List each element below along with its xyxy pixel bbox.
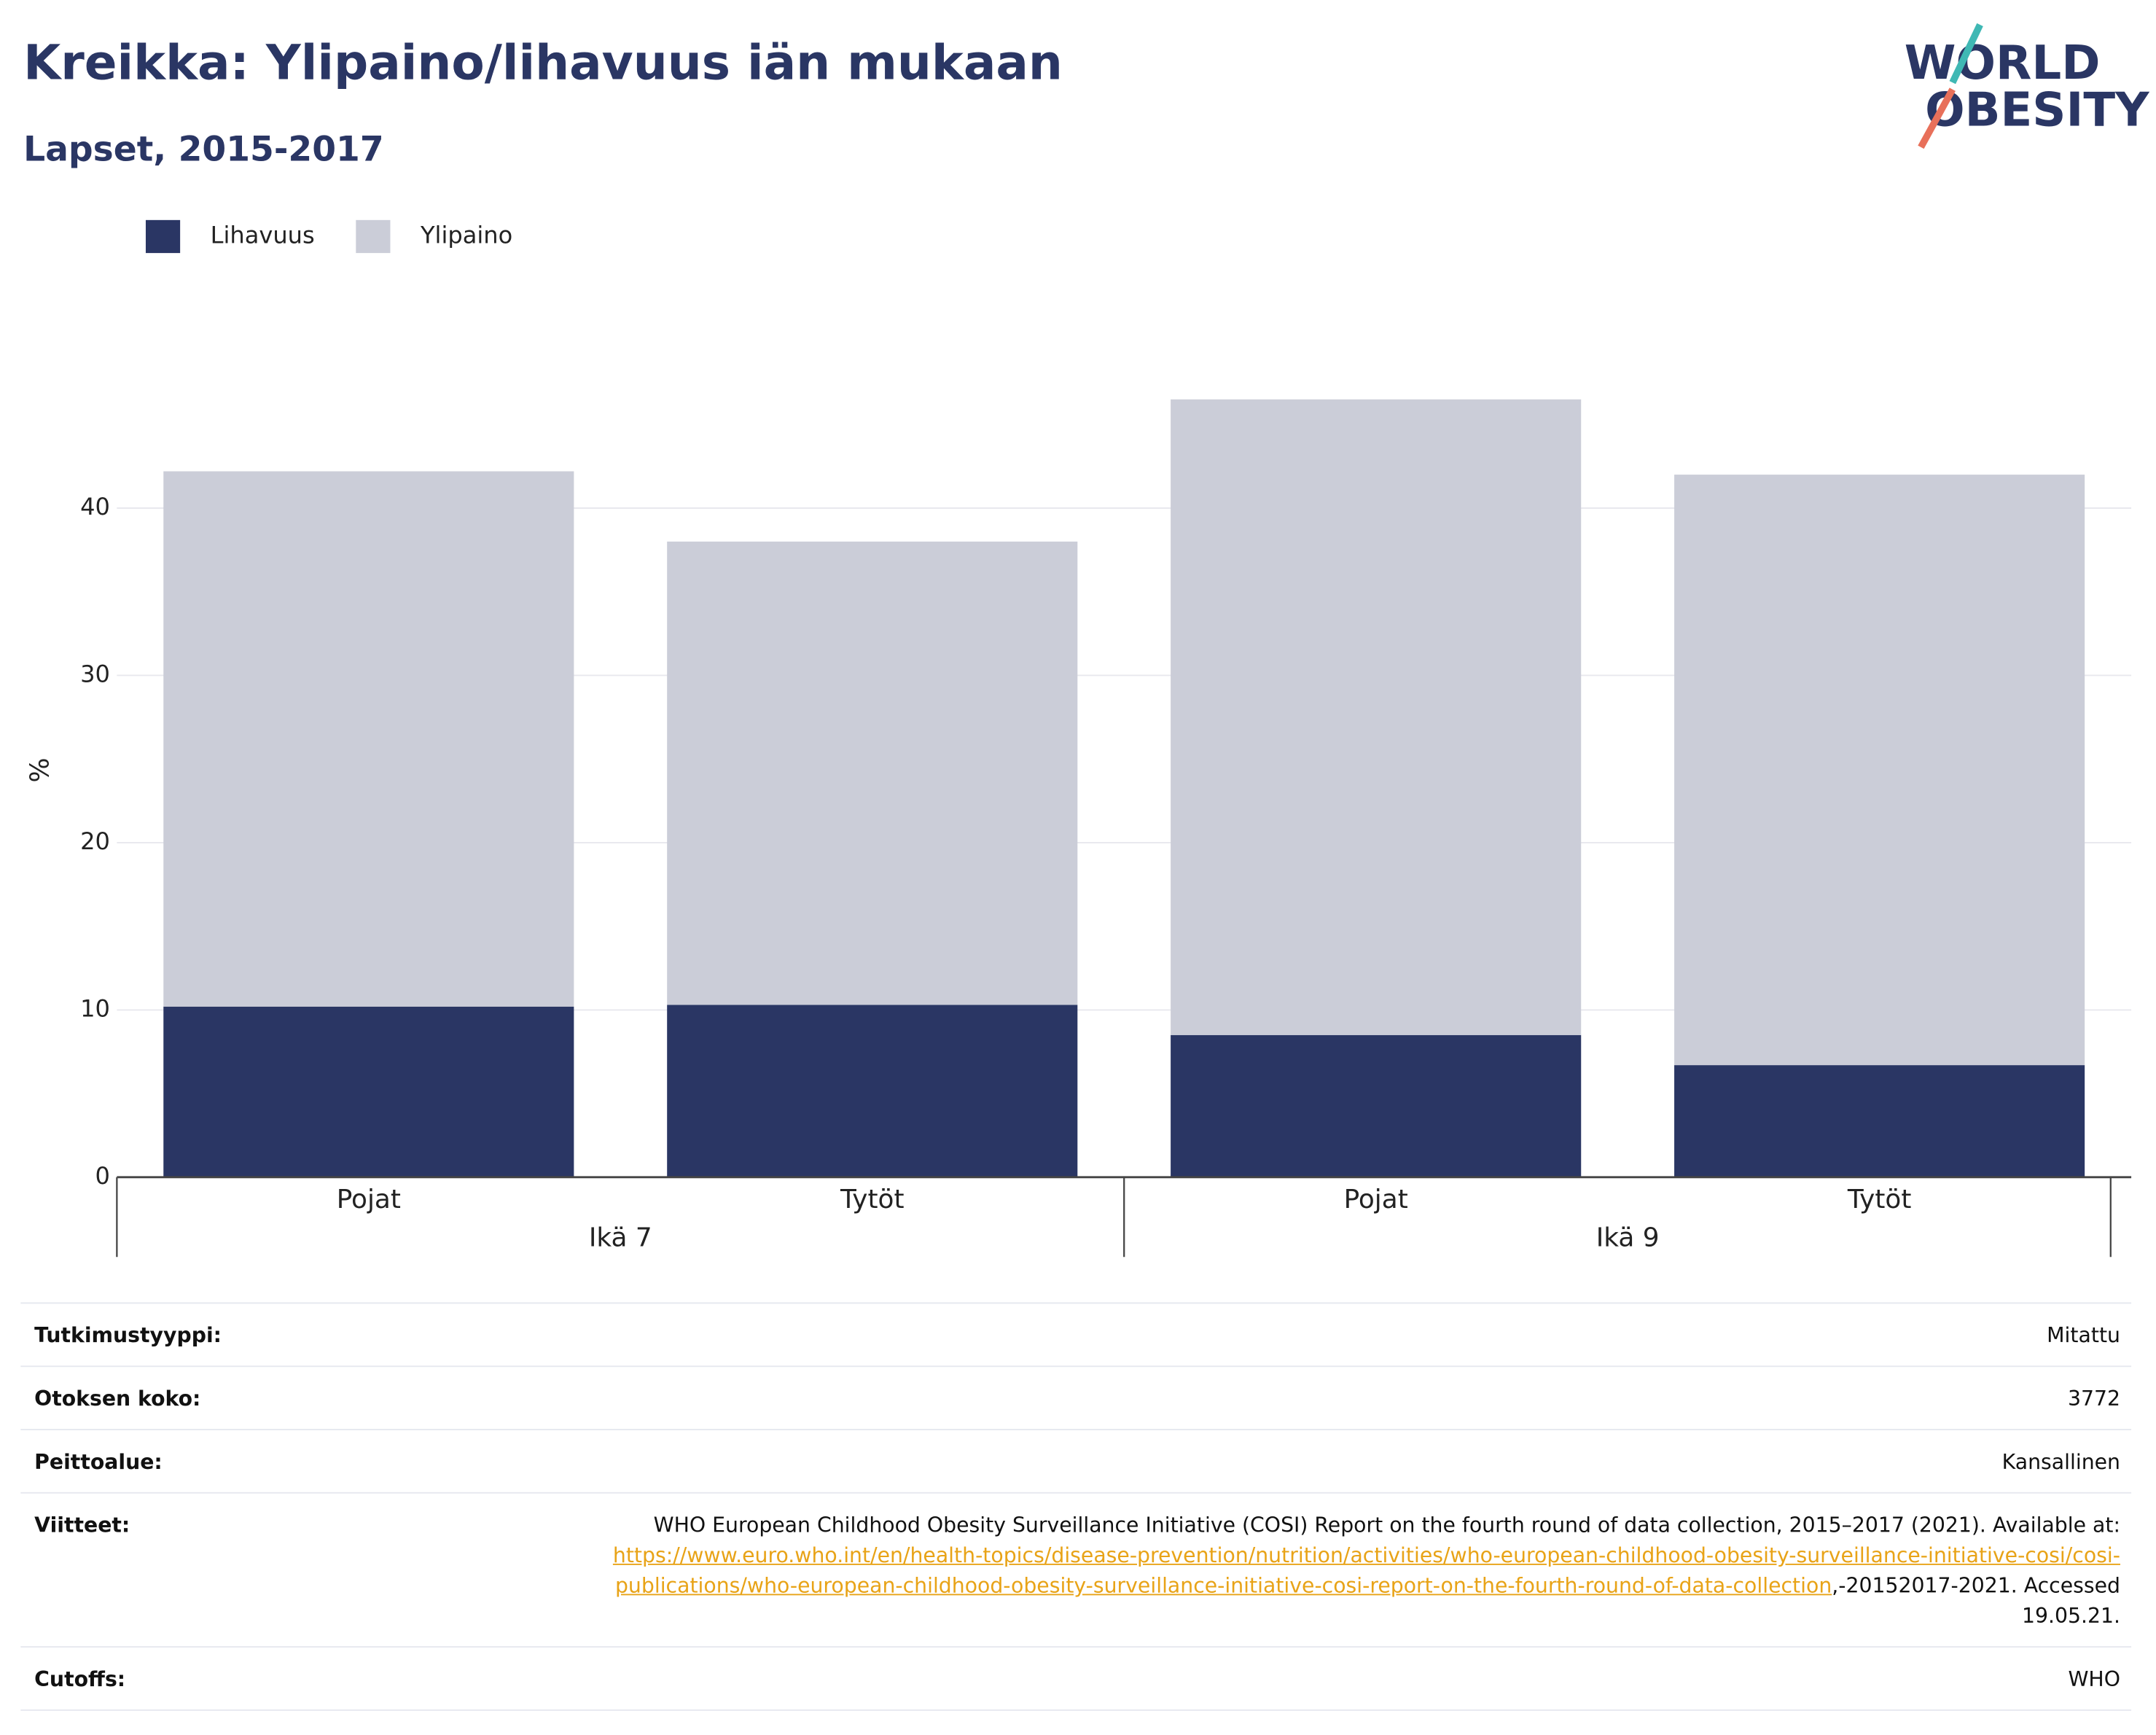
bar-segment — [1171, 1034, 1582, 1177]
value-text: Mitattu — [2047, 1322, 2120, 1348]
row-label: Tutkimustyyppi: — [34, 1322, 222, 1348]
bar-segment — [163, 471, 574, 1007]
y-tick-label: 0 — [95, 1162, 110, 1190]
legend-label: Ylipaino — [420, 221, 512, 249]
y-tick-label: 20 — [80, 827, 110, 855]
logo-slash — [1918, 87, 1956, 149]
bar-segment — [1674, 475, 2085, 1066]
bar-segment — [163, 1006, 574, 1177]
x-tick-label: Pojat — [337, 1185, 401, 1214]
y-tick-label: 40 — [80, 493, 110, 520]
row-value: 3772 — [2068, 1384, 2120, 1414]
row-label: Viitteet: — [34, 1513, 130, 1538]
y-tick-label: 10 — [80, 994, 110, 1022]
value-text: ,-20152017-2021. Accessed 19.05.21. — [1832, 1573, 2120, 1629]
row-label: Otoksen koko: — [34, 1386, 201, 1411]
table-row: Tutkimustyyppi: Mitattu — [20, 1303, 2132, 1368]
legend-swatch — [356, 219, 391, 254]
bar-segment — [667, 541, 1078, 1005]
table-row: Peittoalue: Kansallinen — [20, 1430, 2132, 1494]
table-row: Otoksen koko: 3772 — [20, 1367, 2132, 1430]
x-tick-label: Tytöt — [1847, 1185, 1912, 1214]
row-value: Mitattu — [2047, 1320, 2120, 1351]
row-value: WHO European Childhood Obesity Surveilla… — [594, 1510, 2120, 1631]
legend-label: Lihavuus — [211, 221, 315, 249]
chart: Kreikka: Ylipaino/lihavuus iän mukaan La… — [23, 23, 2150, 1258]
value-text: WHO European Childhood Obesity Surveilla… — [653, 1513, 2120, 1538]
row-label: Cutoffs: — [34, 1666, 126, 1692]
x-group-label: Ikä 9 — [1596, 1223, 1660, 1253]
info-table: Tutkimustyyppi: Mitattu Otoksen koko: 3772 P… — [20, 1302, 2132, 1711]
row-label: Peittoalue: — [34, 1449, 163, 1475]
logo-slash — [1949, 23, 1983, 85]
y-tick-label: 30 — [80, 660, 110, 687]
table-row: Viitteet: WHO European Childhood Obesity … — [20, 1494, 2132, 1648]
bar-segment — [1171, 399, 1582, 1035]
row-value: Kansallinen — [2002, 1447, 2120, 1478]
table-row: Cutoffs: WHO — [20, 1648, 2132, 1711]
logo-text: WORLD — [1905, 36, 2101, 90]
value-text: Kansallinen — [2001, 1449, 2120, 1475]
x-tick-label: Pojat — [1344, 1185, 1408, 1214]
x-tick-label: Tytöt — [840, 1185, 905, 1214]
value-text: 3772 — [2067, 1386, 2120, 1411]
y-axis-label: % — [26, 757, 55, 782]
legend-swatch — [145, 219, 181, 254]
chart-title: Kreikka: Ylipaino/lihavuus iän mukaan — [23, 35, 1063, 91]
logo-text: OBESITY — [1925, 82, 2150, 137]
value-text: WHO — [2068, 1666, 2120, 1692]
chart-subtitle: Lapset, 2015-2017 — [23, 130, 384, 170]
bar-segment — [1674, 1065, 2085, 1177]
row-value: WHO — [2068, 1664, 2120, 1695]
reference-link[interactable]: https://www.euro.who.int/en/health-topic… — [612, 1543, 2120, 1599]
bar-segment — [667, 1005, 1078, 1177]
x-group-label: Ikä 7 — [589, 1223, 652, 1253]
logo: WORLD OBESITY — [1905, 23, 2150, 149]
